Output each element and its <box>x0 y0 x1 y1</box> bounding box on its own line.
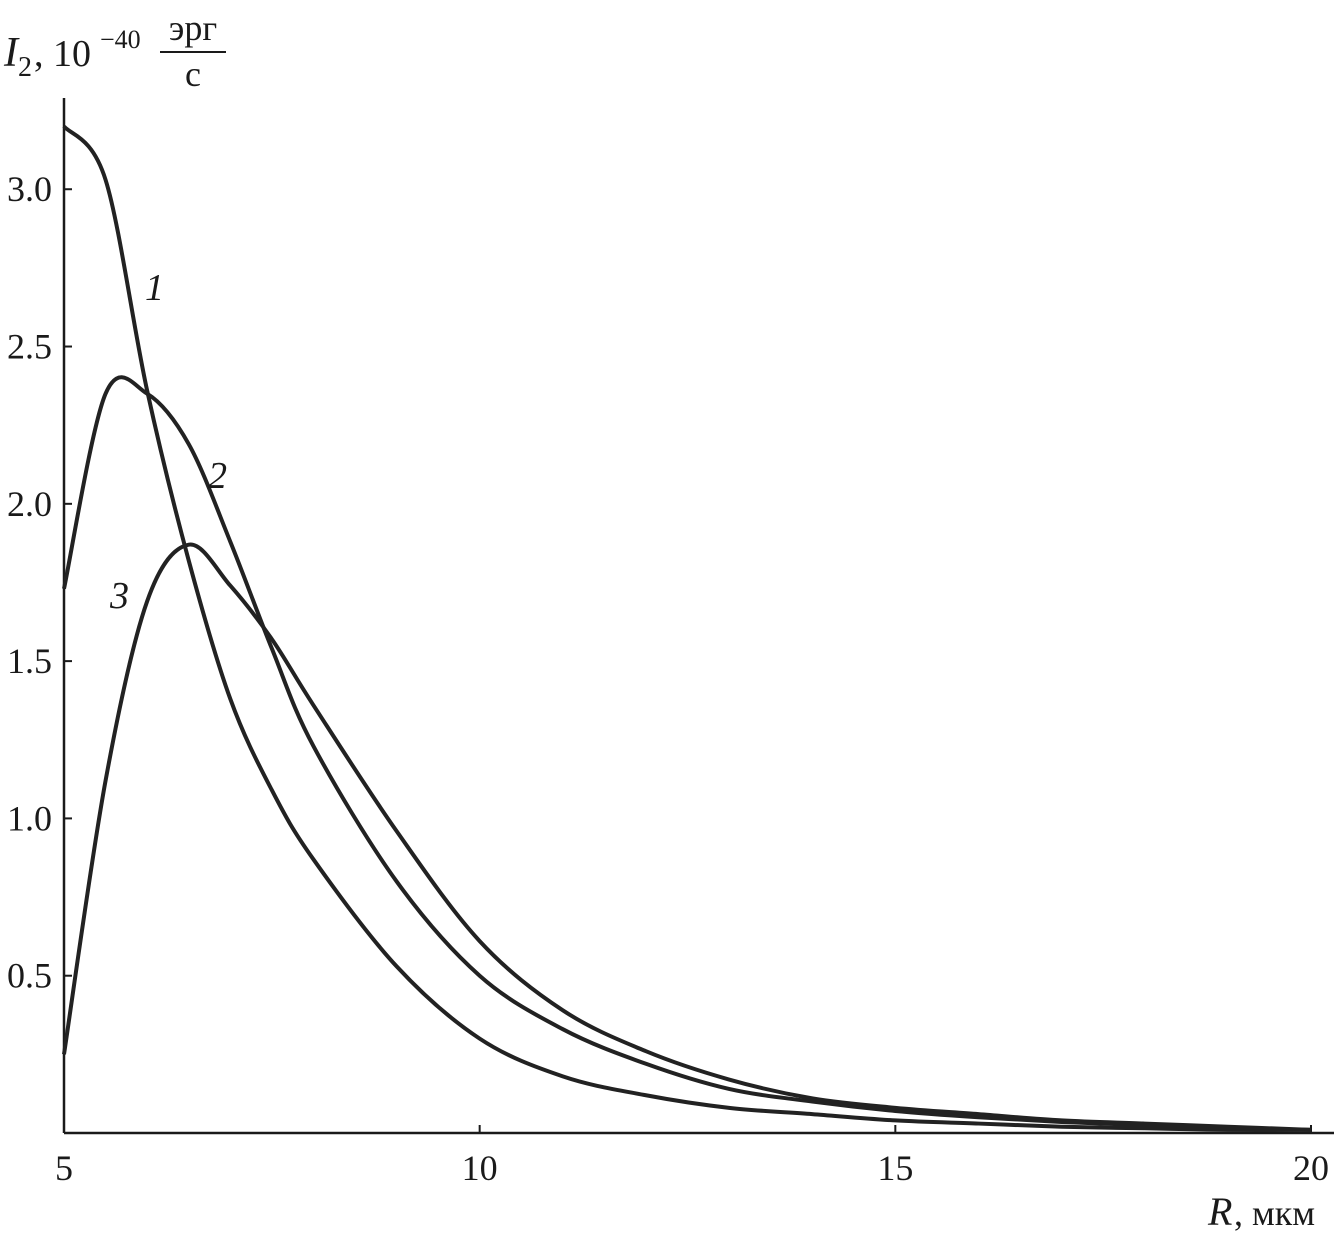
x-tick-label: 5 <box>55 1148 73 1188</box>
y-axis-label: I 2 , 10 −40 эрг с <box>3 8 226 94</box>
x-label-symbol: R <box>1207 1189 1232 1234</box>
y-label-unit-numerator: эрг <box>169 8 217 48</box>
curve-label: 3 <box>109 575 129 617</box>
line-series <box>62 542 1312 1132</box>
x-axis-label: R , мкм <box>1207 1189 1315 1234</box>
y-tick-label: 1.5 <box>7 641 52 681</box>
line-series <box>62 124 1312 1132</box>
y-tick-label: 3.0 <box>7 169 52 209</box>
y-tick-label: 1.0 <box>7 798 52 838</box>
y-tick-label: 2.5 <box>7 327 52 367</box>
y-label-subscript: 2 <box>18 52 32 83</box>
y-label-symbol: I <box>3 30 20 76</box>
y-label-exponent: −40 <box>100 25 141 54</box>
x-tick-label: 20 <box>1293 1148 1329 1188</box>
curve-label: 2 <box>208 455 227 497</box>
x-tick-label: 10 <box>462 1148 498 1188</box>
y-tick-label: 2.0 <box>7 484 52 524</box>
y-label-factor: , 10 <box>34 33 91 75</box>
y-label-unit-denominator: с <box>185 54 201 94</box>
y-tick-label: 0.5 <box>7 956 52 996</box>
x-label-unit: , мкм <box>1234 1193 1315 1233</box>
x-tick-label: 15 <box>877 1148 913 1188</box>
curve-label: 1 <box>145 267 164 309</box>
line-series <box>62 375 1312 1132</box>
